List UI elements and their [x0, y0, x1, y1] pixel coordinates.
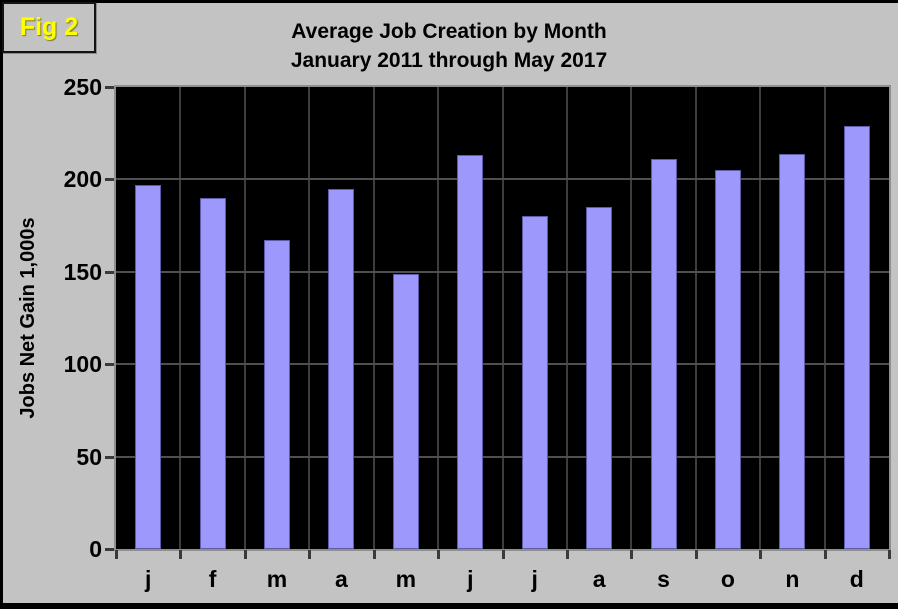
figure-label-box: Fig 2 — [2, 2, 96, 53]
x-tick-label-m-3: m — [266, 566, 288, 592]
bar-m-5 — [392, 273, 419, 549]
vertical-gridline — [372, 87, 375, 549]
y-tick-mark — [105, 270, 114, 274]
x-tick-mark — [308, 550, 312, 559]
x-tick-mark — [565, 550, 569, 559]
x-tick-mark — [759, 550, 763, 559]
y-axis-title: Jobs Net Gain 1,000s — [17, 217, 39, 419]
x-tick-label-j-7: j — [531, 566, 538, 592]
bar-a-4 — [328, 188, 355, 549]
y-tick-mark — [105, 178, 114, 182]
figure-label: Fig 2 — [19, 13, 79, 41]
bar-f-2 — [199, 197, 226, 549]
x-tick-label-o-10: o — [720, 566, 735, 592]
y-tick-label: 50 — [76, 443, 102, 470]
y-tick-mark — [105, 455, 114, 459]
x-tick-mark — [179, 550, 183, 559]
x-tick-mark — [630, 550, 634, 559]
horizontal-gridline — [116, 363, 889, 366]
bar-n-11 — [779, 153, 806, 549]
y-tick-label: 0 — [89, 536, 102, 562]
x-tick-mark — [243, 550, 247, 559]
x-tick-label-j-1: j — [145, 566, 152, 592]
vertical-gridline — [759, 87, 762, 549]
x-tick-mark — [823, 550, 827, 559]
y-tick-mark — [105, 548, 114, 551]
x-tick-mark — [694, 550, 698, 559]
x-tick-label-m-5: m — [395, 566, 417, 592]
y-tick-label: 150 — [63, 258, 102, 285]
horizontal-gridline — [116, 178, 889, 181]
y-tick-mark — [105, 363, 114, 367]
x-tick-mark — [372, 550, 376, 559]
bar-o-10 — [714, 170, 741, 549]
vertical-gridline — [437, 87, 440, 549]
plot-area — [114, 85, 891, 551]
bottom-border — [0, 603, 898, 609]
bar-j-1 — [135, 184, 162, 549]
y-tick-label: 200 — [63, 166, 102, 193]
horizontal-gridline — [116, 270, 889, 273]
vertical-gridline — [501, 87, 504, 549]
bar-d-12 — [843, 125, 870, 549]
y-tick-label: 250 — [63, 74, 102, 100]
x-tick-label-j-6: j — [467, 566, 474, 592]
bar-j-7 — [521, 216, 548, 549]
chart-title: Average Job Creation by Month January 20… — [0, 17, 898, 75]
vertical-gridline — [630, 87, 633, 549]
bar-s-9 — [650, 159, 677, 549]
x-tick-label-a-8: a — [592, 566, 606, 592]
x-tick-mark — [115, 550, 118, 559]
x-tick-label-f-2: f — [208, 566, 217, 592]
chart-title-line1: Average Job Creation by Month — [291, 20, 607, 43]
x-tick-mark — [501, 550, 505, 559]
bar-j-6 — [457, 155, 484, 549]
bar-m-3 — [264, 240, 291, 549]
left-border — [0, 0, 3, 609]
x-tick-mark — [888, 550, 891, 559]
x-tick-mark — [437, 550, 441, 559]
x-tick-label-s-9: s — [657, 566, 670, 592]
y-tick-label: 100 — [63, 351, 102, 378]
vertical-gridline — [694, 87, 697, 549]
x-tick-label-d-12: d — [849, 566, 864, 592]
vertical-gridline — [308, 87, 311, 549]
bar-a-8 — [586, 207, 613, 549]
vertical-gridline — [823, 87, 826, 549]
vertical-gridline — [179, 87, 182, 549]
chart-title-line2: January 2011 through May 2017 — [290, 49, 608, 72]
vertical-gridline — [565, 87, 568, 549]
vertical-gridline — [243, 87, 246, 549]
horizontal-gridline — [116, 455, 889, 458]
x-tick-label-a-4: a — [335, 566, 348, 592]
top-border — [0, 0, 898, 3]
y-tick-mark — [105, 86, 114, 89]
x-tick-label-n-11: n — [785, 566, 800, 592]
